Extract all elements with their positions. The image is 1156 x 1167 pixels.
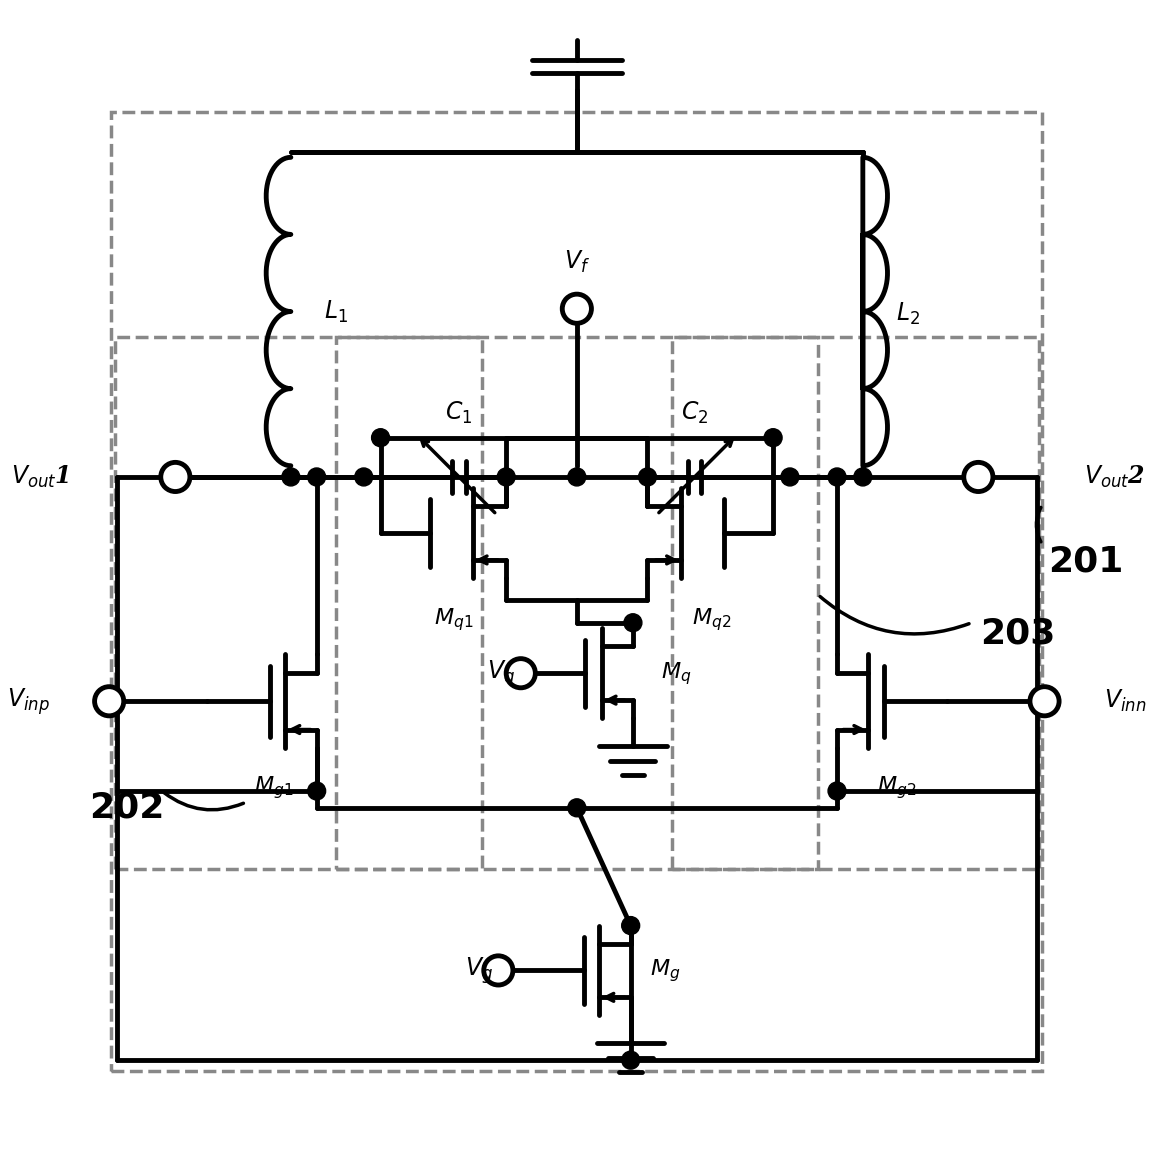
Text: $V_{inp}$: $V_{inp}$	[7, 686, 50, 717]
Circle shape	[355, 468, 372, 485]
Circle shape	[854, 468, 872, 485]
Text: $M_{g2}$: $M_{g2}$	[876, 774, 917, 801]
Text: $M_g$: $M_g$	[650, 957, 680, 984]
Circle shape	[568, 468, 586, 485]
Text: 203: 203	[980, 617, 1055, 651]
Circle shape	[95, 686, 124, 715]
Circle shape	[562, 294, 592, 323]
Text: $C_2$: $C_2$	[681, 400, 709, 426]
Text: $M_{q2}$: $M_{q2}$	[691, 606, 731, 633]
Circle shape	[371, 428, 390, 447]
Text: $V_{out}$2: $V_{out}$2	[1084, 463, 1146, 490]
Circle shape	[764, 428, 783, 447]
Text: $V_q$: $V_q$	[487, 658, 516, 689]
Text: $V_{out}$1: $V_{out}$1	[12, 463, 69, 490]
Circle shape	[506, 658, 535, 687]
Text: $M_{q1}$: $M_{q1}$	[434, 606, 473, 633]
Circle shape	[282, 468, 299, 485]
Circle shape	[1030, 686, 1059, 715]
Text: $M_{g1}$: $M_{g1}$	[254, 774, 294, 801]
Circle shape	[828, 468, 846, 485]
Circle shape	[483, 956, 513, 985]
Circle shape	[964, 462, 993, 491]
Text: $L_2$: $L_2$	[896, 301, 920, 328]
Circle shape	[624, 614, 642, 631]
Text: $V_{inn}$: $V_{inn}$	[1104, 689, 1147, 714]
Text: $V_g$: $V_g$	[465, 955, 492, 986]
Circle shape	[638, 468, 657, 485]
Text: $V_f$: $V_f$	[564, 249, 590, 275]
Circle shape	[568, 799, 586, 817]
Text: 202: 202	[89, 791, 164, 825]
Circle shape	[781, 468, 799, 485]
Circle shape	[307, 468, 326, 485]
Circle shape	[622, 1051, 639, 1069]
Circle shape	[828, 782, 846, 799]
Circle shape	[307, 782, 326, 799]
Text: $M_q$: $M_q$	[661, 659, 691, 686]
Text: $L_1$: $L_1$	[325, 299, 349, 324]
Circle shape	[161, 462, 190, 491]
Circle shape	[622, 916, 639, 935]
Circle shape	[497, 468, 516, 485]
Text: 201: 201	[1047, 544, 1124, 578]
Text: $C_1$: $C_1$	[445, 400, 473, 426]
